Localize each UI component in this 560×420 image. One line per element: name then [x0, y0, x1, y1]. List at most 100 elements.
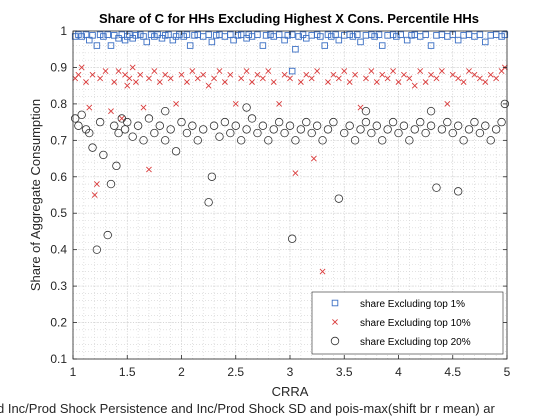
data-point [111, 79, 118, 85]
data-point [204, 198, 213, 207]
data-point [103, 230, 112, 240]
data-point [361, 106, 371, 116]
data-point [368, 68, 375, 75]
data-point [89, 71, 96, 78]
legend-entries: share Excluding top 1% share Excluding to… [330, 299, 471, 348]
data-point [500, 99, 510, 109]
data-point [150, 128, 159, 138]
data-point [259, 42, 267, 49]
data-point [345, 121, 354, 130]
data-point [245, 31, 253, 38]
data-point [207, 172, 217, 181]
data-point [269, 125, 278, 134]
data-point [93, 181, 100, 187]
data-point [91, 192, 98, 198]
data-point [205, 31, 212, 38]
data-point [397, 31, 404, 38]
data-point [476, 31, 484, 38]
y-tick-label: 0.6 [50, 170, 67, 184]
data-point [191, 32, 198, 39]
data-point [232, 100, 239, 107]
data-point [378, 42, 386, 49]
data-point [335, 36, 343, 44]
data-point [183, 31, 191, 38]
data-point [460, 79, 467, 85]
x-tick-label: 3.5 [336, 365, 353, 379]
data-point [171, 147, 181, 156]
data-point [182, 128, 192, 138]
x-tick-label: 5 [504, 365, 511, 379]
data-point [482, 38, 489, 46]
data-point [189, 68, 196, 75]
data-point [501, 31, 509, 38]
data-point [329, 117, 338, 127]
data-point [115, 68, 122, 75]
marks-layer [70, 31, 510, 349]
data-point [249, 79, 255, 85]
data-point [372, 121, 381, 130]
data-point [151, 33, 158, 40]
data-point [270, 79, 277, 85]
data-point [137, 71, 144, 78]
data-point [471, 71, 478, 78]
data-point [393, 33, 400, 40]
data-point [129, 64, 136, 71]
x-tick-label: 4.5 [444, 365, 461, 379]
data-point [375, 31, 383, 38]
data-point [464, 125, 474, 134]
legend-box [311, 291, 504, 355]
data-point [384, 75, 391, 82]
data-point [401, 71, 407, 78]
data-point [265, 68, 272, 75]
data-point [275, 31, 283, 38]
data-point [313, 31, 321, 38]
data-point [156, 79, 163, 85]
data-point [144, 114, 154, 123]
data-point [133, 79, 139, 85]
data-point [383, 125, 392, 134]
data-point [389, 31, 397, 38]
data-point [254, 31, 261, 38]
data-point [466, 68, 472, 75]
data-point [363, 75, 369, 82]
data-point [296, 125, 306, 134]
x-tick-label: 1 [70, 365, 77, 379]
data-point [406, 75, 413, 82]
data-point [438, 68, 445, 75]
data-point [78, 64, 85, 71]
data-point [242, 103, 251, 112]
data-point [318, 136, 327, 145]
data-point [221, 79, 228, 85]
data-point [340, 128, 349, 138]
data-point [208, 38, 216, 46]
data-point [169, 36, 177, 44]
data-point [368, 31, 375, 38]
x-tick-label: 4 [395, 365, 402, 379]
data-point [482, 79, 489, 85]
data-point [455, 75, 462, 82]
x-tick-label: 2.5 [227, 365, 244, 379]
data-point [373, 79, 380, 85]
y-axis-label: Share of Aggregate Consumption [28, 99, 43, 291]
y-tick-label: 0.7 [50, 133, 67, 147]
data-point [212, 32, 220, 39]
data-point [216, 68, 223, 75]
data-point [325, 79, 331, 85]
data-point [302, 117, 311, 127]
data-point [379, 71, 386, 78]
data-point [378, 136, 387, 145]
data-point [161, 32, 169, 39]
data-point [332, 31, 339, 38]
data-point [161, 106, 170, 116]
data-point [288, 31, 296, 38]
data-point [476, 75, 483, 82]
data-point [77, 110, 86, 120]
data-point [74, 121, 83, 130]
data-point [327, 33, 335, 40]
data-point [128, 132, 137, 141]
data-point [165, 31, 172, 38]
series-3 [70, 99, 510, 349]
data-point [426, 106, 436, 116]
data-point [350, 136, 360, 145]
data-point [104, 31, 111, 38]
